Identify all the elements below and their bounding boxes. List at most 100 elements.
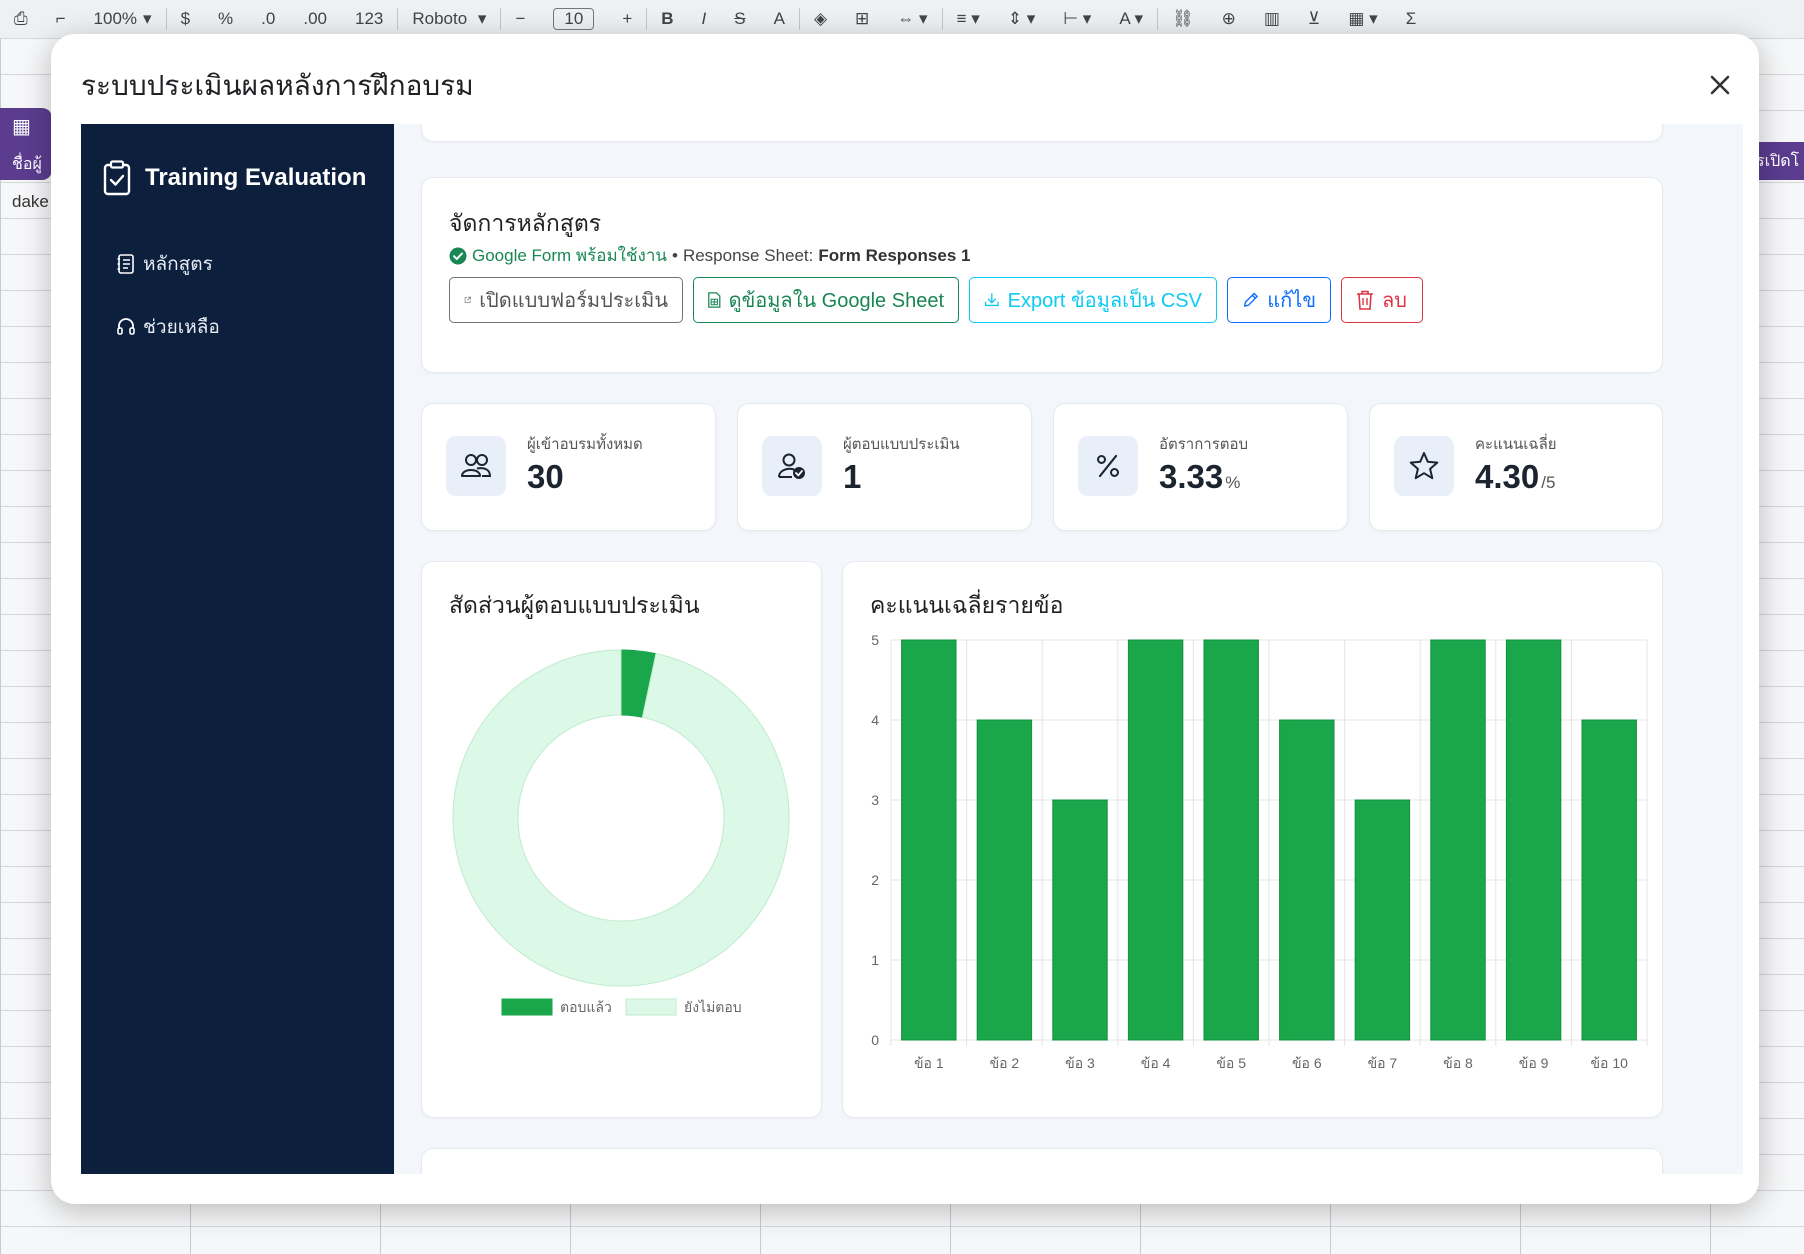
management-title: จัดการหลักสูตร — [449, 210, 602, 236]
x-tick-label: ข้อ 9 — [1519, 1055, 1549, 1071]
fill-color-icon[interactable]: ◈ — [813, 9, 828, 28]
response-ratio-card: สัดส่วนผู้ตอบแบบประเมิน ตอบแล้ว ยังไม่ตอบ — [421, 561, 822, 1118]
stat-label: ผู้ตอบแบบประเมิน — [843, 436, 960, 453]
decimal-decrease-icon[interactable]: .0 — [261, 9, 276, 28]
percent-button[interactable]: % — [218, 9, 234, 28]
cell-tab-left: ชื่อผู้ — [12, 156, 42, 173]
separator-bullet: • — [672, 245, 678, 265]
y-tick-label: 0 — [871, 1032, 879, 1048]
view-sheet-button[interactable]: ดูข้อมูลใน Google Sheet — [693, 277, 959, 323]
close-button[interactable] — [1703, 68, 1737, 102]
delete-label: ลบ — [1382, 290, 1407, 312]
spreadsheet-side-tab: ▦ ชื่อผู้ — [0, 108, 52, 180]
valign-icon[interactable]: ⇕ ▾ — [1007, 9, 1036, 28]
x-tick-label: ข้อ 5 — [1216, 1055, 1246, 1071]
x-tick-label: ข้อ 1 — [914, 1055, 944, 1071]
number-format-button[interactable]: 123 — [355, 9, 384, 28]
sidebar-item-label: ช่วยเหลือ — [143, 317, 220, 338]
bar[interactable] — [1052, 799, 1108, 1041]
bar[interactable] — [1279, 719, 1335, 1041]
delete-button[interactable]: ลบ — [1341, 277, 1423, 323]
comment-icon[interactable]: ⊕ — [1221, 9, 1236, 28]
stat-label: คะแนนเฉลี่ย — [1475, 436, 1557, 453]
italic-icon[interactable]: I — [701, 9, 707, 28]
bar[interactable] — [976, 719, 1033, 1041]
journal-icon — [117, 254, 134, 274]
paint-format-icon[interactable]: ⌐ — [55, 9, 66, 28]
stat-card-participants: ผู้เข้าอบรมทั้งหมด 30 — [421, 403, 716, 531]
table-icon: ▦ — [12, 116, 31, 138]
y-tick-label: 1 — [871, 952, 879, 968]
open-form-button[interactable]: เปิดแบบฟอร์มประเมิน — [449, 277, 683, 323]
currency-button[interactable]: $ — [180, 9, 191, 28]
pencil-icon — [1243, 292, 1258, 307]
export-csv-label: Export ข้อมูลเป็น CSV — [1007, 290, 1202, 312]
edit-label: แก้ไข — [1267, 290, 1316, 312]
average-per-item-card: คะแนนเฉลี่ยรายข้อ 0 1 2 3 4 5 ข้อ 1 ข้อ 2 ข้อ 3 ข… — [842, 561, 1663, 1118]
external-link-icon — [464, 296, 471, 303]
merge-icon[interactable]: ⇔ ▾ — [897, 9, 928, 28]
wrap-icon[interactable]: ⊢ ▾ — [1063, 9, 1092, 28]
font-select[interactable]: Roboto ▾ — [412, 9, 487, 28]
link-icon[interactable]: ⛓ — [1172, 9, 1194, 28]
y-tick-label: 4 — [871, 712, 879, 728]
bar[interactable] — [1430, 639, 1486, 1041]
x-tick-label: ข้อ 7 — [1368, 1055, 1398, 1071]
x-tick-label: ข้อ 4 — [1141, 1055, 1171, 1071]
sidebar-item-courses[interactable]: หลักสูตร — [117, 249, 213, 279]
stat-label: อัตราการตอบ — [1159, 436, 1249, 453]
edit-button[interactable]: แก้ไข — [1227, 277, 1331, 323]
zoom-select[interactable]: 100% ▾ — [93, 9, 152, 28]
y-tick-label: 3 — [871, 792, 879, 808]
rotate-icon[interactable]: A ▾ — [1119, 9, 1144, 28]
font-size-decrease[interactable]: − — [515, 9, 526, 28]
chart-icon[interactable]: ▥ — [1263, 9, 1280, 28]
bar[interactable] — [1581, 719, 1637, 1041]
donut-slice[interactable] — [452, 649, 790, 987]
sidebar-item-help[interactable]: ช่วยเหลือ — [117, 312, 220, 342]
table-icon[interactable]: ▦ ▾ — [1348, 9, 1378, 28]
bar[interactable] — [1505, 639, 1562, 1041]
print-icon[interactable]: ⎙ — [14, 9, 28, 28]
decimal-increase-icon[interactable]: .00 — [303, 9, 327, 28]
response-sheet-name: Form Responses 1 — [818, 245, 971, 265]
x-tick-label: ข้อ 8 — [1443, 1055, 1473, 1071]
borders-icon[interactable]: ⊞ — [855, 9, 870, 28]
bold-icon[interactable]: B — [661, 9, 674, 28]
legend-label[interactable]: ยังไม่ตอบ — [684, 999, 742, 1015]
text-color-icon[interactable]: A — [773, 9, 785, 28]
cell-text: dake — [12, 192, 49, 211]
view-sheet-label: ดูข้อมูลใน Google Sheet — [728, 290, 944, 312]
bar[interactable] — [1127, 639, 1184, 1041]
font-size-increase[interactable]: + — [622, 9, 633, 28]
bar-chart-title: คะแนนเฉลี่ยรายข้อ — [870, 592, 1064, 618]
stat-card-respondents: ผู้ตอบแบบประเมิน 1 — [737, 403, 1032, 531]
bar[interactable] — [901, 639, 957, 1041]
bar[interactable] — [1354, 799, 1411, 1041]
font-size-input[interactable]: 10 — [539, 8, 608, 30]
bar[interactable] — [1203, 639, 1259, 1041]
close-icon[interactable] — [1709, 74, 1731, 96]
star-icon — [1394, 436, 1454, 496]
stat-card-average-score: คะแนนเฉลี่ย 4.30/5 — [1369, 403, 1663, 531]
spreadsheet-icon — [708, 292, 721, 308]
previous-card — [421, 124, 1663, 142]
brand: Training Evaluation — [103, 160, 366, 196]
stat-value: 1 — [843, 458, 862, 495]
sidebar: Training Evaluation หลักสูตร ช่วยเหลือ — [81, 124, 394, 1174]
open-form-label: เปิดแบบฟอร์มประเมิน — [479, 290, 668, 312]
spreadsheet-toolbar: ⎙ ⌐ 100% ▾ $ % .0 .00 123 Roboto ▾ − 10 … — [0, 0, 1804, 39]
strikethrough-icon[interactable]: S — [734, 9, 746, 28]
clipboard-check-icon — [103, 160, 131, 196]
stat-value: 30 — [527, 458, 564, 495]
trash-icon — [1357, 290, 1373, 310]
align-icon[interactable]: ≡ ▾ — [956, 9, 980, 28]
x-tick-label: ข้อ 10 — [1590, 1055, 1628, 1071]
brand-name: Training Evaluation — [145, 164, 367, 191]
evaluation-modal: ระบบประเมินผลหลังการฝึกอบรม Training Eva… — [51, 34, 1759, 1204]
export-csv-button[interactable]: Export ข้อมูลเป็น CSV — [969, 277, 1217, 323]
filter-icon[interactable]: ⊻ — [1307, 9, 1321, 28]
y-tick-label: 5 — [871, 632, 879, 648]
legend-label[interactable]: ตอบแล้ว — [560, 999, 612, 1015]
functions-icon[interactable]: Σ — [1405, 9, 1417, 28]
